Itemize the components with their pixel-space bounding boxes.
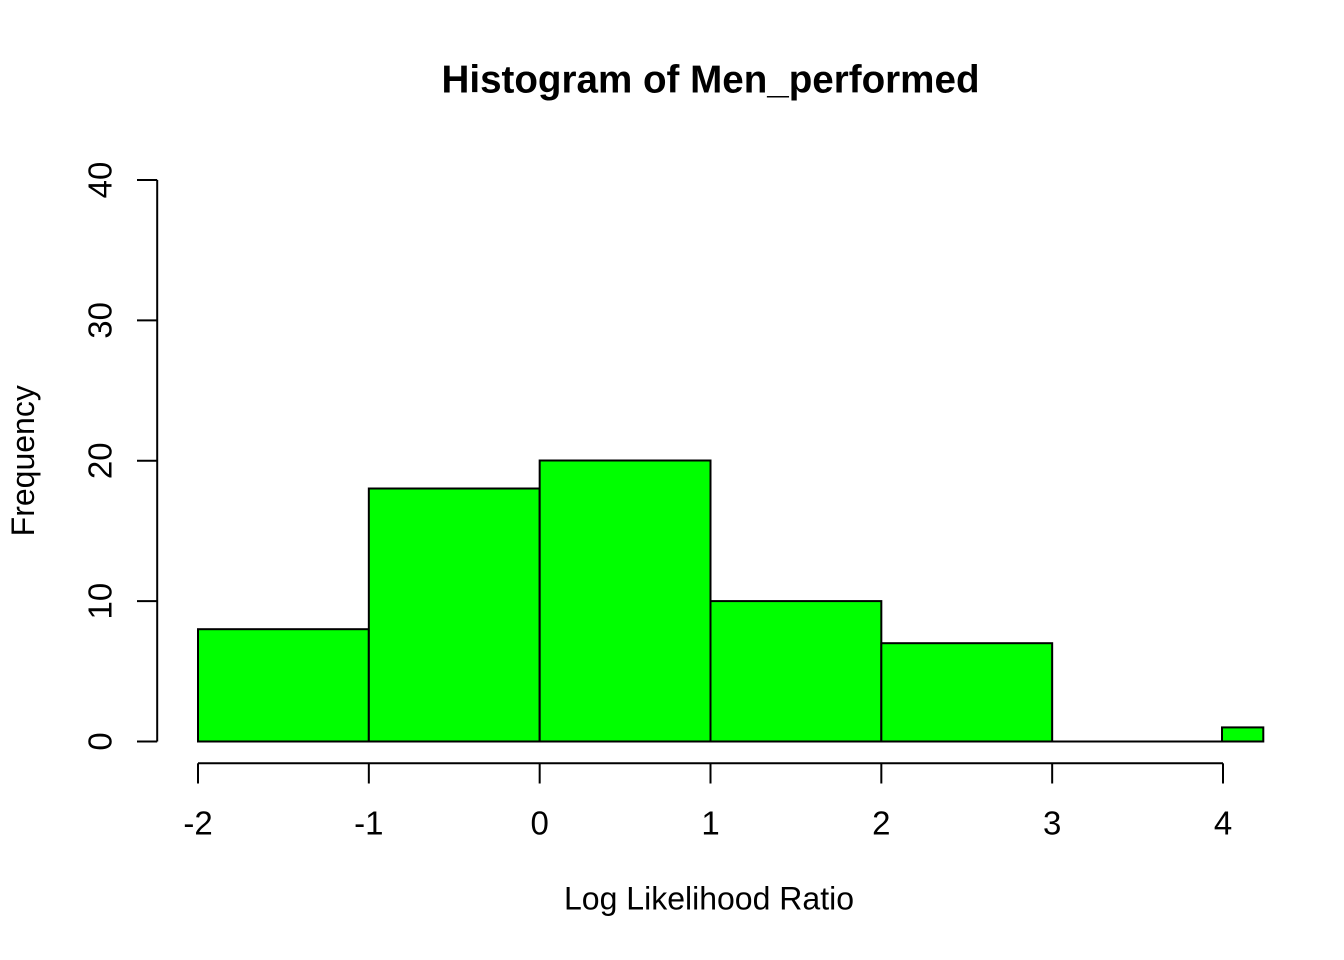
- svg-text:-1: -1: [354, 804, 383, 841]
- svg-text:10: 10: [82, 583, 119, 620]
- svg-text:4: 4: [1214, 804, 1232, 841]
- svg-text:0: 0: [530, 804, 548, 841]
- svg-text:Log Likelihood Ratio: Log Likelihood Ratio: [564, 881, 854, 917]
- svg-text:0: 0: [82, 732, 119, 750]
- svg-text:3: 3: [1043, 804, 1061, 841]
- svg-text:20: 20: [82, 442, 119, 479]
- svg-text:40: 40: [82, 162, 119, 199]
- svg-text:-2: -2: [183, 804, 212, 841]
- svg-text:30: 30: [82, 302, 119, 339]
- svg-text:1: 1: [701, 804, 719, 841]
- svg-text:2: 2: [872, 804, 890, 841]
- svg-text:Histogram of Men_performed: Histogram of Men_performed: [441, 59, 979, 102]
- svg-text:Frequency: Frequency: [5, 385, 41, 536]
